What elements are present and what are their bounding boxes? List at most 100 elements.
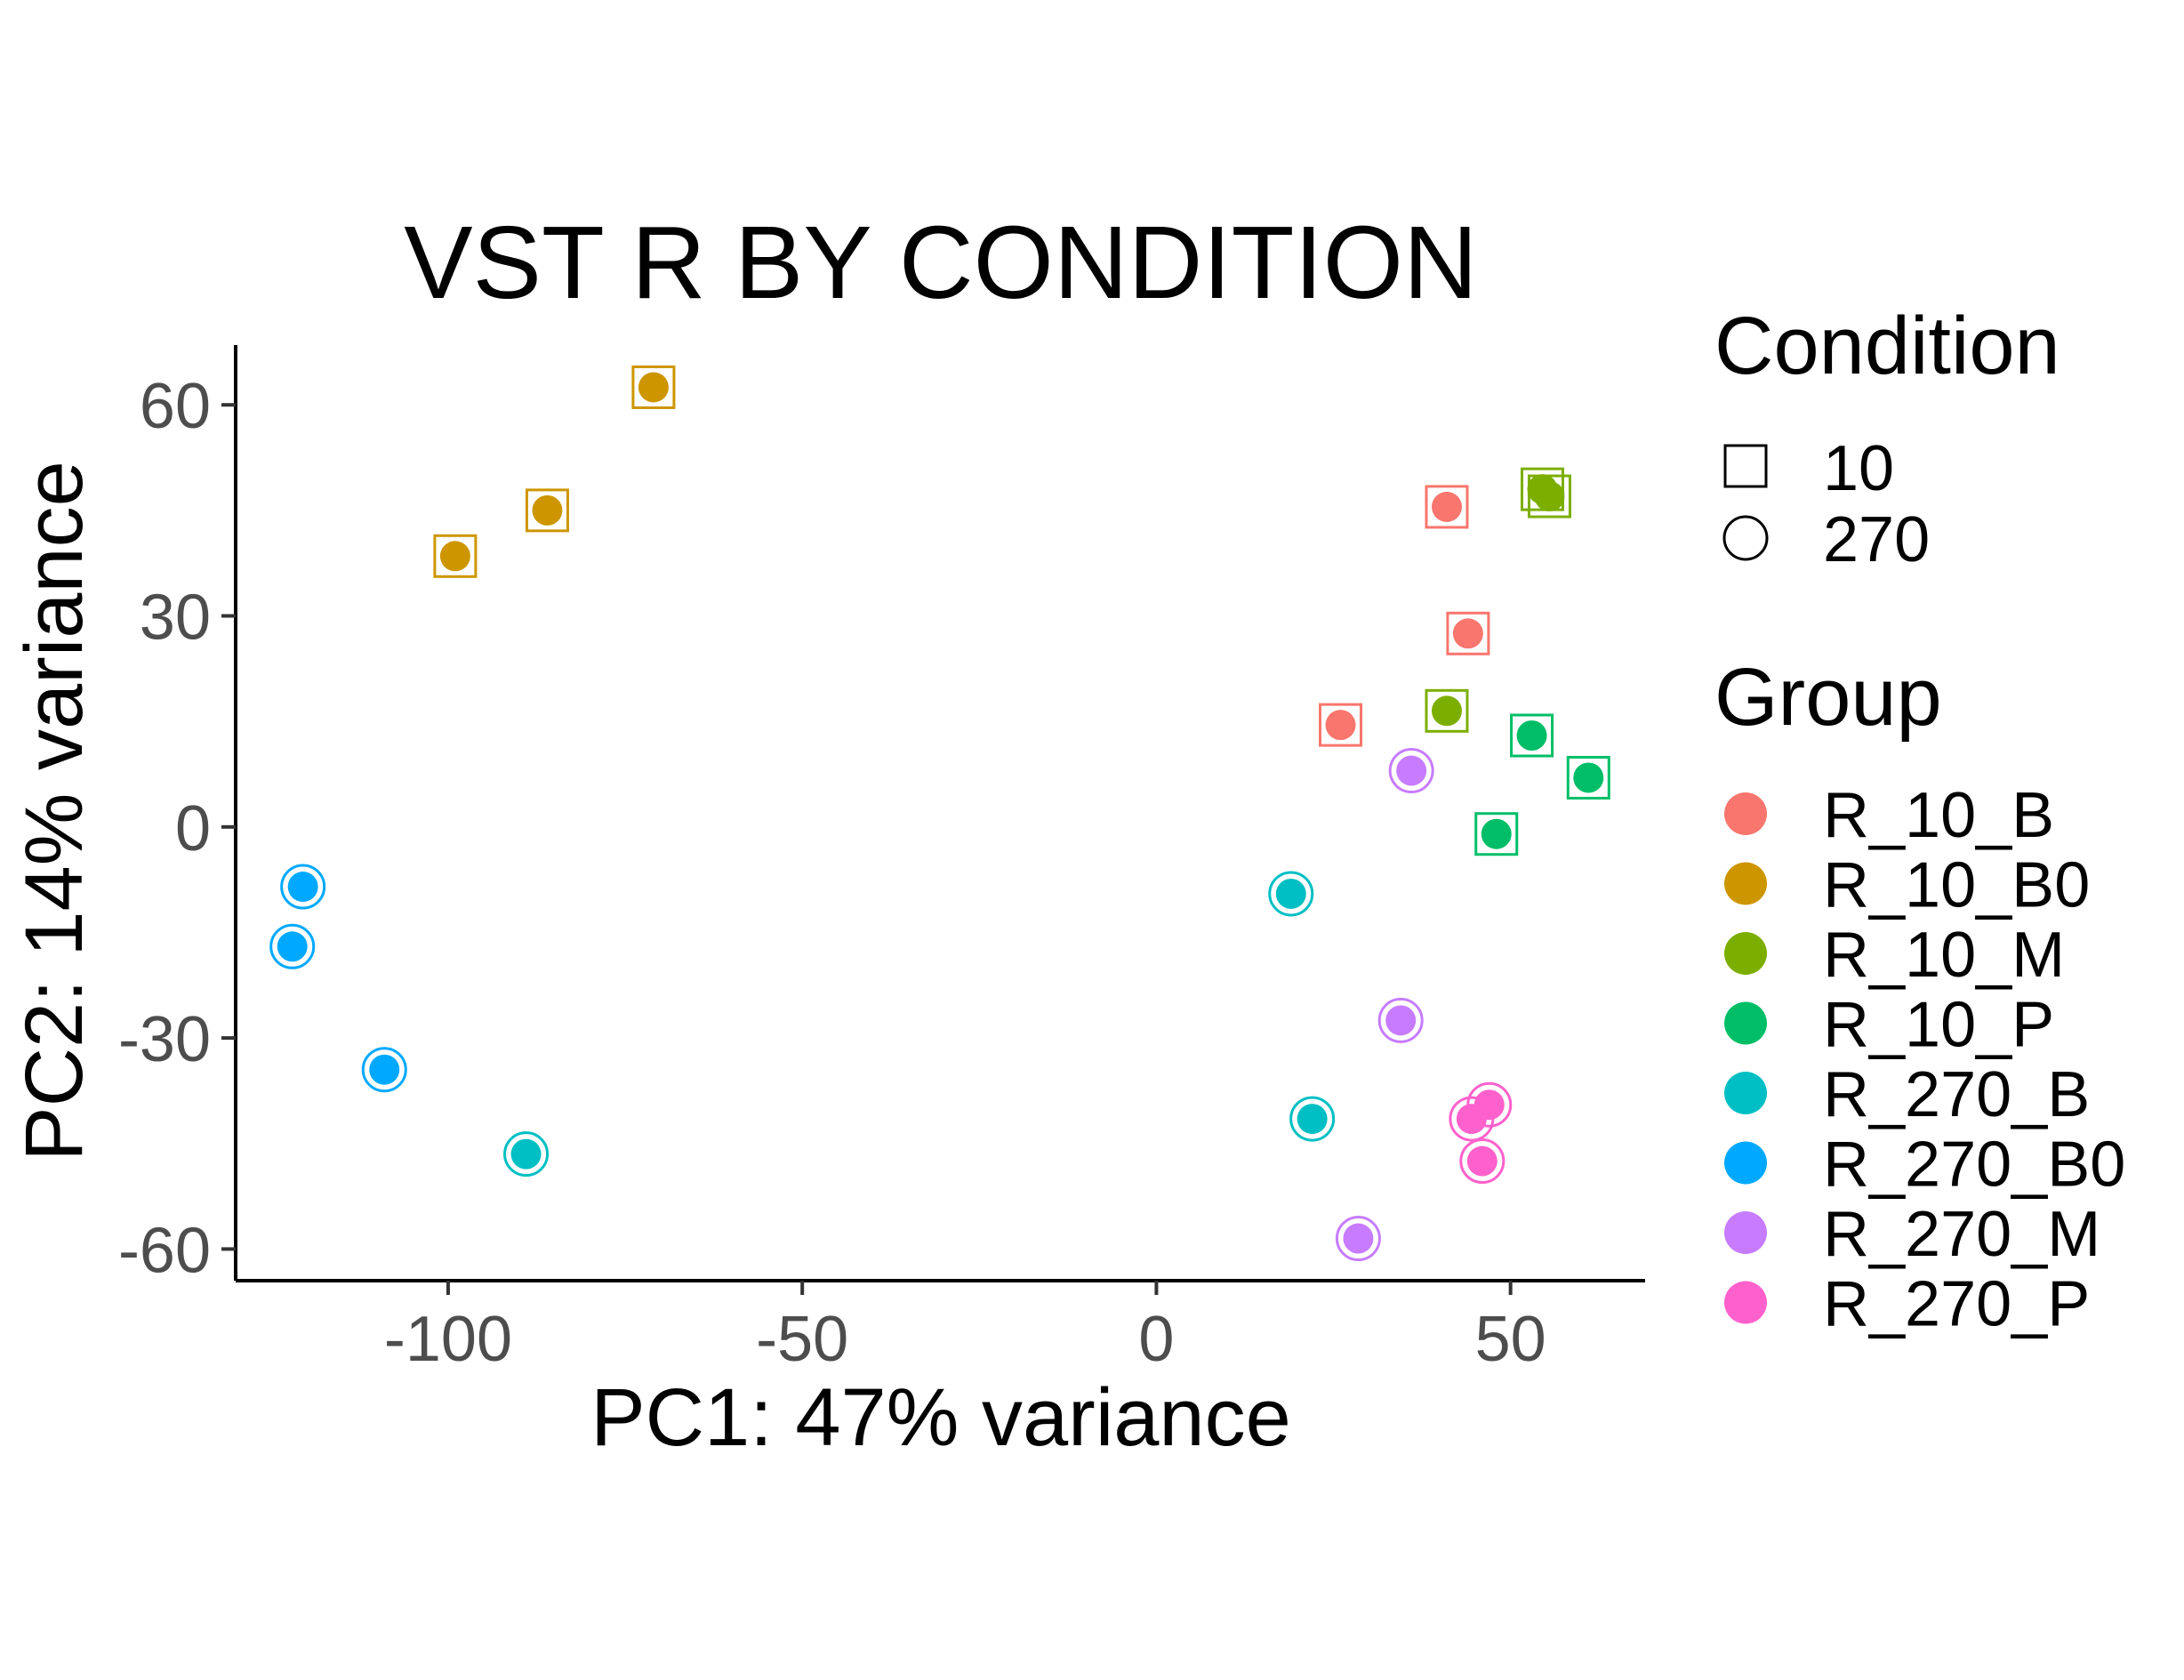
point-dot — [1431, 491, 1462, 522]
data-point — [1566, 755, 1610, 800]
condition-legend-title: Condition — [1714, 301, 2060, 391]
point-square-outline — [1425, 485, 1469, 529]
group-legend-label: R_270_B0 — [1823, 1129, 2125, 1201]
point-dot — [1431, 695, 1462, 727]
point-dot — [1452, 618, 1483, 649]
data-point — [1510, 713, 1554, 758]
circle-key-icon — [1722, 515, 1769, 561]
point-dot — [532, 494, 563, 526]
point-dot — [1481, 818, 1512, 849]
point-dot — [1396, 755, 1427, 786]
point-circle-outline — [280, 864, 326, 910]
group-legend-item: R_10_B0 — [1724, 850, 2090, 921]
data-point — [1335, 1216, 1381, 1262]
plot-area: -100 -50 0 50 60 30 0 -30 -60 — [118, 345, 1645, 1375]
data-point — [269, 923, 316, 969]
point-circle-outline — [1377, 997, 1424, 1043]
group-legend-title: Group — [1714, 652, 1942, 743]
group-legend-label: R_270_M — [1823, 1199, 2100, 1270]
point-square-outline — [1527, 474, 1571, 518]
condition-legend-item: 270 — [1722, 504, 1930, 575]
group-legend-item: R_10_M — [1724, 920, 2065, 991]
point-square-outline — [1425, 688, 1469, 733]
x-tick-label: 0 — [1138, 1304, 1174, 1375]
data-point — [1319, 703, 1363, 747]
data-point — [1388, 748, 1434, 794]
data-point — [1377, 997, 1424, 1043]
point-dot — [369, 1054, 400, 1085]
group-legend-item: R_270_B0 — [1724, 1129, 2125, 1201]
data-point — [1449, 1096, 1495, 1142]
point-square-outline — [1566, 755, 1610, 800]
group-legend-item: R_270_B — [1724, 1059, 2090, 1130]
group-legend-item: R_10_P — [1724, 990, 2054, 1061]
point-dot — [1343, 1223, 1374, 1254]
data-points — [269, 365, 1610, 1262]
data-point — [1425, 485, 1469, 529]
condition-legend-item: 10 — [1723, 433, 1894, 504]
group-legend: Group R_10_BR_10_B0R_10_MR_10_PR_270_BR_… — [1714, 652, 2125, 1340]
y-axis-ticks: 60 30 0 -30 -60 — [118, 371, 236, 1286]
group-color-key-icon — [1724, 1141, 1767, 1185]
data-point — [280, 864, 326, 910]
data-point — [1459, 1138, 1506, 1185]
group-color-key-icon — [1724, 792, 1767, 835]
group-color-key-icon — [1724, 1072, 1767, 1114]
group-legend-label: R_270_P — [1823, 1269, 2090, 1340]
group-legend-label: R_10_P — [1823, 990, 2054, 1061]
group-legend-item: R_270_M — [1724, 1199, 2100, 1270]
point-square-outline — [525, 488, 569, 533]
group-color-key-icon — [1724, 1001, 1767, 1045]
point-square-outline — [1319, 703, 1363, 747]
point-dot — [277, 931, 308, 962]
point-dot — [1456, 1104, 1487, 1135]
data-point — [1474, 812, 1519, 856]
point-circle-outline — [1449, 1096, 1495, 1142]
group-color-key-icon — [1724, 1281, 1767, 1324]
point-circle-outline — [361, 1047, 407, 1093]
y-tick-label: -60 — [118, 1215, 211, 1286]
group-color-key-icon — [1724, 862, 1767, 905]
point-dot — [638, 372, 669, 403]
data-point — [1527, 474, 1571, 518]
chart-title: VST R BY CONDITION — [404, 205, 1477, 320]
group-legend-item: R_270_P — [1724, 1269, 2090, 1340]
data-point — [525, 488, 569, 533]
data-point — [1289, 1096, 1336, 1142]
data-point — [1446, 611, 1490, 655]
point-circle-outline — [1268, 871, 1314, 917]
group-color-key-icon — [1724, 1211, 1767, 1254]
x-tick-label: 50 — [1475, 1304, 1546, 1375]
group-legend-item: R_10_B — [1724, 780, 2054, 851]
data-point — [361, 1047, 407, 1093]
data-point — [631, 365, 676, 409]
point-circle-outline — [1335, 1216, 1381, 1262]
point-circle-outline — [1388, 748, 1434, 794]
point-dot — [1466, 1145, 1497, 1177]
data-point — [1425, 688, 1469, 733]
square-key-icon — [1723, 444, 1768, 488]
y-tick-label: 60 — [140, 371, 211, 442]
point-square-outline — [631, 365, 676, 409]
point-square-outline — [1510, 713, 1554, 758]
point-circle-outline — [1459, 1138, 1506, 1185]
point-circle-outline — [1289, 1096, 1336, 1142]
y-tick-label: -30 — [118, 1004, 211, 1075]
data-point — [433, 534, 478, 578]
point-dot — [1275, 878, 1306, 909]
x-axis-ticks: -100 -50 0 50 — [384, 1281, 1546, 1375]
point-circle-outline — [503, 1131, 550, 1178]
point-square-outline — [433, 534, 478, 578]
point-dot — [510, 1138, 542, 1170]
y-axis-title: PC2: 14% variance — [9, 461, 100, 1162]
condition-legend-label: 270 — [1823, 504, 1930, 575]
point-dot — [1297, 1104, 1328, 1135]
data-point — [1268, 871, 1314, 917]
x-tick-label: -100 — [384, 1304, 512, 1375]
point-square-outline — [1446, 611, 1490, 655]
y-tick-label: 0 — [175, 793, 211, 864]
point-dot — [1516, 719, 1547, 751]
